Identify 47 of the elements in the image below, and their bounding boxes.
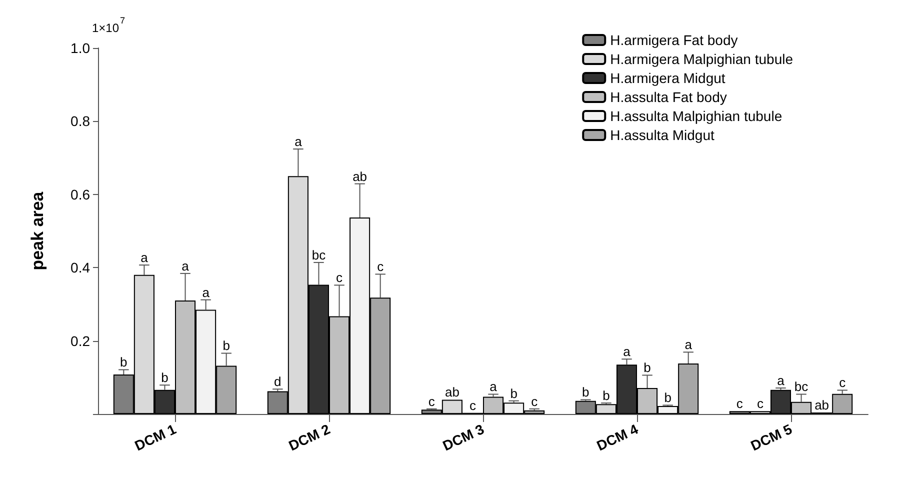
- legend-label: H.assulta Malpighian tubule: [610, 108, 782, 124]
- data-label: a: [140, 250, 149, 266]
- data-label: ab: [814, 398, 830, 413]
- x-tick-label: DCM 1: [132, 420, 179, 454]
- data-label: bc: [312, 247, 326, 262]
- x-tick-label: DCM 5: [748, 420, 795, 454]
- y-tick-label: 1.0: [70, 40, 90, 56]
- legend-label: H.armigera Fat body: [610, 32, 738, 48]
- data-label: c: [336, 270, 344, 286]
- y-tick-label: 0.6: [70, 186, 90, 202]
- data-label: c: [756, 396, 764, 412]
- data-label: b: [510, 386, 518, 401]
- data-label: c: [736, 396, 744, 412]
- data-label: a: [684, 337, 693, 352]
- data-label: ab: [444, 384, 460, 400]
- data-label: c: [531, 394, 538, 409]
- data-label: c: [839, 375, 846, 390]
- legend-label: H.armigera Midgut: [610, 70, 726, 86]
- y-axis-title: peak area: [28, 191, 47, 270]
- data-label: a: [294, 134, 303, 150]
- data-label: c: [469, 398, 476, 413]
- y-tick-label: 0.2: [70, 332, 90, 349]
- x-tick-label: DCM 4: [594, 420, 641, 454]
- data-label: a: [202, 284, 210, 300]
- legend-label: H.armigera Malpighian tubule: [610, 51, 794, 67]
- legend-label: H.assulta Fat body: [610, 89, 727, 105]
- data-label: d: [274, 374, 282, 390]
- data-label: a: [182, 258, 190, 274]
- data-label: a: [490, 379, 498, 394]
- data-label: b: [602, 388, 610, 404]
- y-tick-label: 0.4: [70, 260, 90, 276]
- x-tick-label: DCM 3: [440, 420, 487, 454]
- y-tick-label: 0.8: [70, 113, 90, 130]
- data-label: c: [377, 259, 384, 274]
- data-label: b: [161, 370, 168, 386]
- data-label: c: [428, 394, 436, 409]
- data-label: b: [582, 384, 590, 400]
- data-label: b: [222, 338, 230, 354]
- data-label: b: [120, 354, 128, 370]
- data-label: a: [777, 373, 786, 388]
- x-tick-label: DCM 2: [286, 420, 333, 454]
- data-label: ab: [352, 168, 368, 184]
- legend-label: H.assulta Midgut: [610, 127, 715, 143]
- data-label: a: [623, 344, 632, 360]
- data-label: bc: [794, 379, 809, 394]
- data-label: b: [664, 390, 672, 406]
- data-label: b: [644, 360, 651, 376]
